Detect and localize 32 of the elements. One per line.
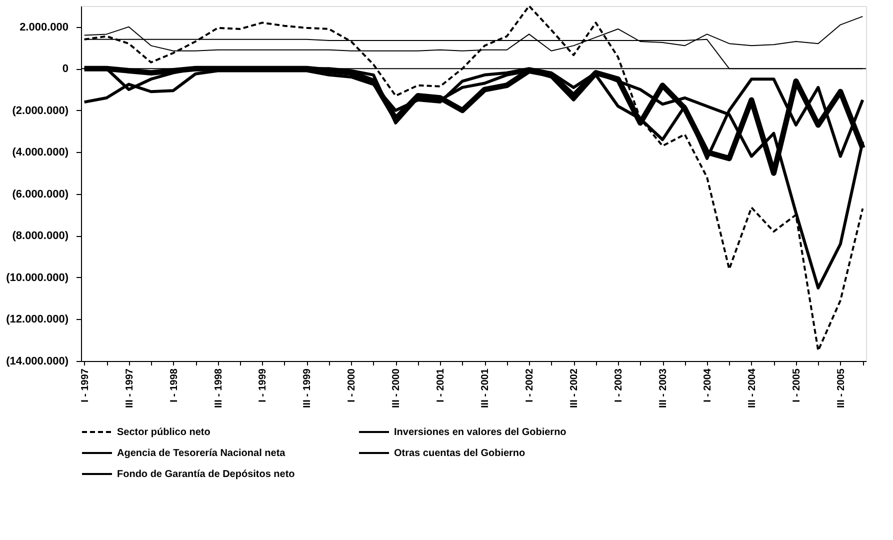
x-tick-label: I - 2000: [346, 368, 358, 402]
x-tick-label: I - 1998: [168, 368, 180, 402]
x-tick-label: I - 2005: [791, 368, 802, 402]
x-tick-label: III - 2003: [658, 368, 670, 408]
y-tick-label: (12.000.000): [6, 314, 69, 326]
x-tick-label: III - 2005: [836, 368, 847, 408]
y-tick-label: (8.000.000): [12, 230, 69, 242]
legend-label: Agencia de Tesorería Nacional neta: [117, 448, 286, 459]
legend-label: Fondo de Garantía de Depósitos neto: [117, 469, 295, 480]
legend-label: Otras cuentas del Gobierno: [394, 448, 526, 459]
y-tick-label: (14.000.000): [6, 356, 69, 368]
y-tick-label: (10.000.000): [6, 272, 69, 284]
legend-label: Sector público neto: [117, 427, 210, 438]
x-tick-label: I - 2001: [436, 368, 447, 402]
y-tick-label: (2.000.000): [12, 104, 69, 117]
x-tick-label: I - 2004: [702, 368, 714, 402]
x-tick-label: III - 1998: [213, 368, 224, 408]
x-tick-label: III - 2004: [746, 368, 758, 408]
x-tick-label: III - 2000: [391, 368, 402, 408]
x-tick-label: I - 2003: [614, 368, 625, 402]
x-tick-label: I - 2002: [524, 368, 536, 402]
x-tick-label: III - 2001: [480, 368, 492, 408]
x-tick-label: III - 1997: [124, 368, 136, 408]
y-tick-label: 2.000.000: [20, 21, 68, 34]
x-tick-label: I - 1997: [80, 368, 91, 402]
y-tick-label: (6.000.000): [12, 188, 69, 200]
x-tick-label: III - 1999: [302, 368, 314, 408]
y-tick-label: (4.000.000): [12, 146, 69, 159]
x-tick-label: I - 1999: [258, 368, 269, 402]
x-tick-label: III - 2002: [569, 368, 580, 408]
legend-label: Inversiones en valores del Gobierno: [394, 427, 566, 438]
y-tick-label: 0: [62, 63, 68, 76]
